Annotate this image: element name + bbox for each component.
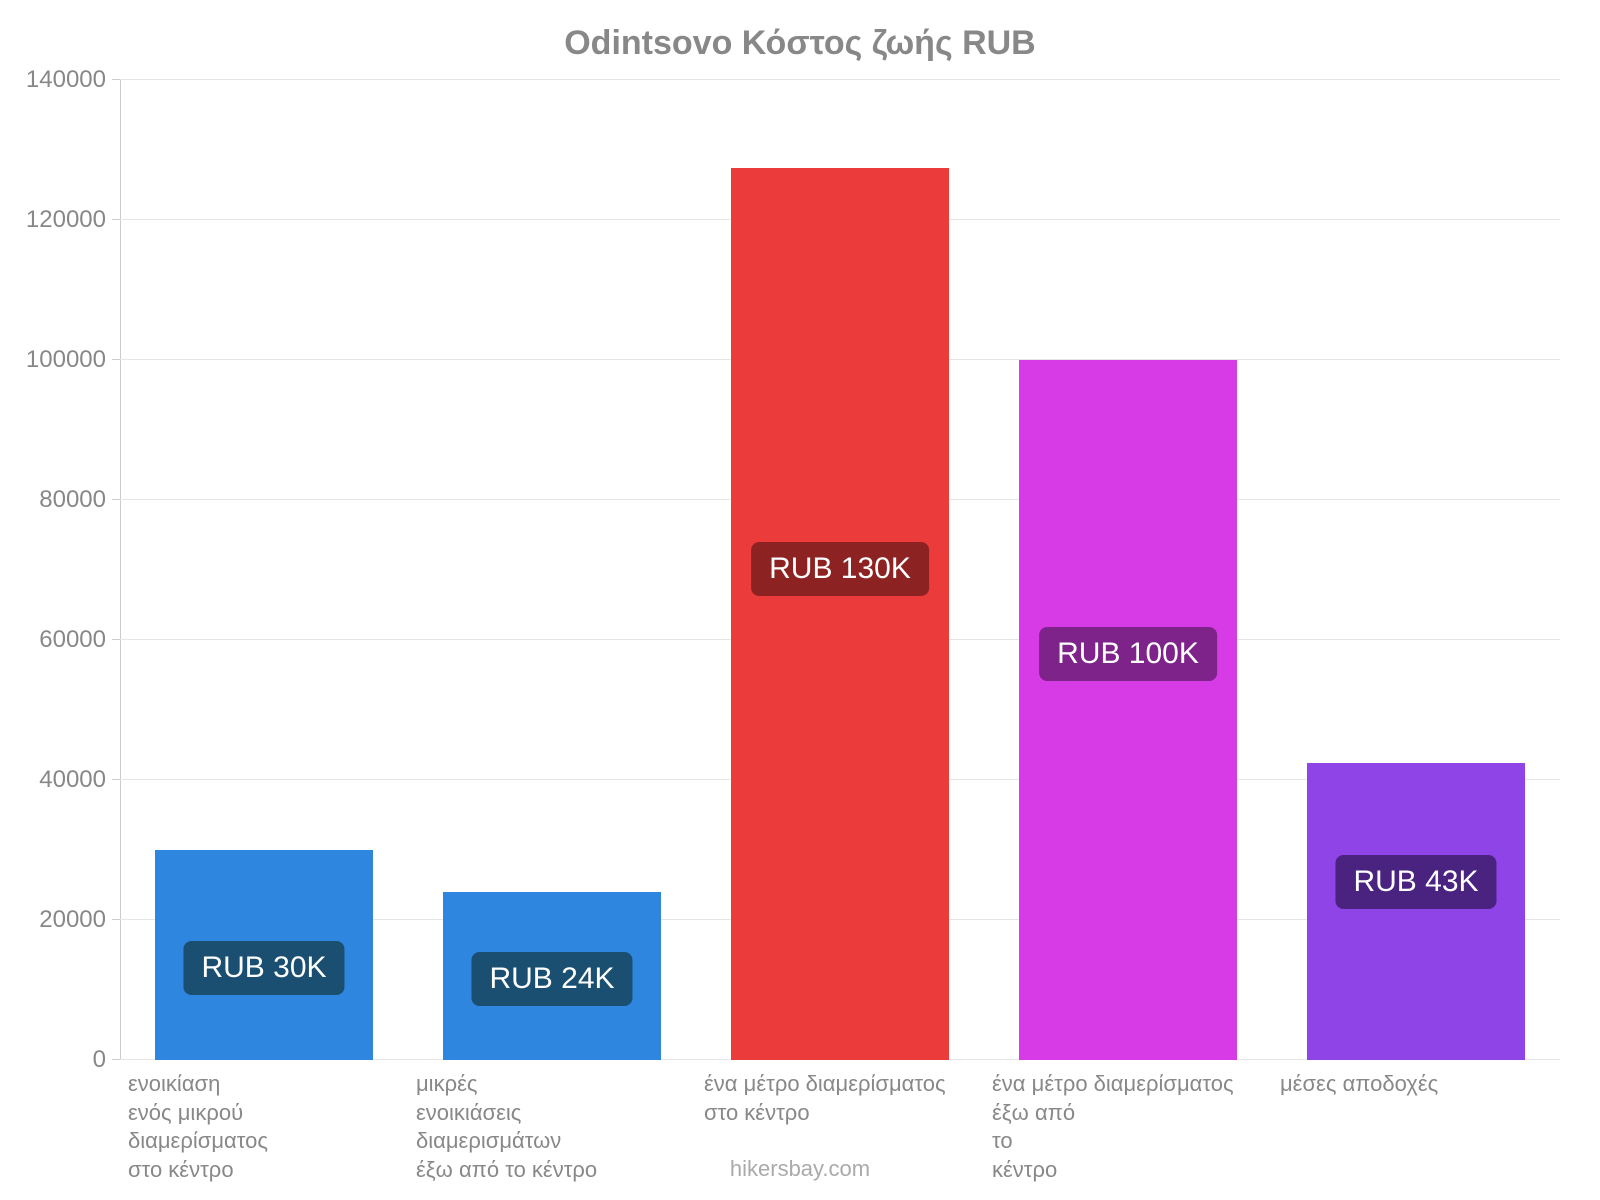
- attribution-text: hikersbay.com: [0, 1156, 1600, 1182]
- y-tick-label: 120000: [26, 206, 120, 234]
- y-tick-label: 40000: [39, 766, 120, 794]
- y-tick-label: 100000: [26, 346, 120, 374]
- bar-slot: RUB 100K: [984, 80, 1272, 1060]
- bar-slot: RUB 130K: [696, 80, 984, 1060]
- bar: RUB 100K: [1019, 360, 1238, 1060]
- y-tick-label: 20000: [39, 906, 120, 934]
- bar: RUB 130K: [731, 168, 950, 1061]
- bars-group: RUB 30K RUB 24K RUB 130K RUB 100K RUB 43K: [120, 80, 1560, 1060]
- bar: RUB 43K: [1307, 763, 1526, 1061]
- bar: RUB 24K: [443, 892, 662, 1060]
- plot-area: 020000400006000080000100000120000140000 …: [120, 80, 1560, 1060]
- bar-value-label: RUB 130K: [751, 542, 929, 596]
- y-tick-label: 140000: [26, 66, 120, 94]
- bar-slot: RUB 30K: [120, 80, 408, 1060]
- bar-value-label: RUB 24K: [471, 952, 632, 1006]
- y-tick-label: 80000: [39, 486, 120, 514]
- bar-value-label: RUB 30K: [183, 941, 344, 995]
- bar-value-label: RUB 43K: [1335, 855, 1496, 909]
- chart-container: Odintsovo Κόστος ζωής RUB 02000040000600…: [0, 0, 1600, 1200]
- bar-value-label: RUB 100K: [1039, 627, 1217, 681]
- bar: RUB 30K: [155, 850, 374, 1060]
- y-tick-label: 60000: [39, 626, 120, 654]
- bar-slot: RUB 43K: [1272, 80, 1560, 1060]
- y-tick-label: 0: [93, 1046, 120, 1074]
- bar-slot: RUB 24K: [408, 80, 696, 1060]
- chart-title: Odintsovo Κόστος ζωής RUB: [0, 24, 1600, 63]
